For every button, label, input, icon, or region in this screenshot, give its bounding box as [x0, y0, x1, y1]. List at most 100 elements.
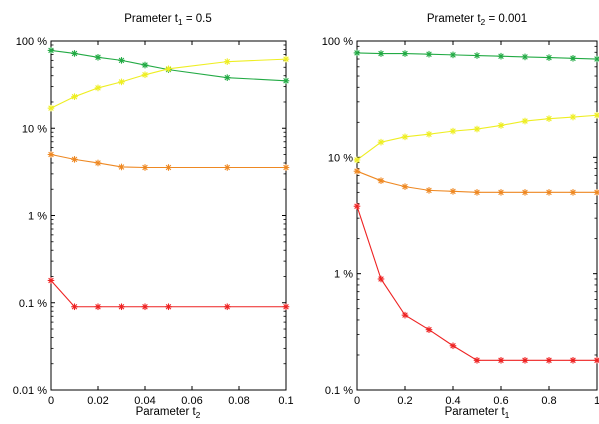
y-tick-label: 10 % [22, 123, 47, 135]
x-tick-label: 0 [48, 395, 54, 407]
data-point [353, 202, 361, 210]
data-point [141, 164, 149, 171]
data-point [353, 156, 361, 164]
data-point [425, 326, 433, 333]
data-point [377, 177, 385, 184]
x-tick-label: 0.6 [493, 395, 508, 407]
data-point [118, 163, 125, 171]
data-point [94, 303, 102, 311]
data-point [282, 55, 290, 63]
data-point [401, 133, 409, 141]
data-point [47, 151, 55, 158]
y-tick-label: 0.1 % [19, 298, 47, 310]
plot-area-right [356, 40, 598, 391]
data-point [497, 122, 505, 129]
data-point [377, 275, 385, 283]
data-point [118, 303, 125, 311]
data-point [47, 277, 55, 284]
data-point [473, 189, 481, 196]
data-point [473, 357, 481, 364]
data-point [71, 303, 78, 311]
x-tick-label: 0.06 [181, 395, 202, 407]
data-point [94, 84, 102, 92]
data-point [165, 303, 172, 311]
y-tick-label: 0.1 % [325, 385, 353, 397]
data-point [569, 113, 577, 121]
data-point [141, 61, 149, 69]
x-axis-label-left: Parameter t2 [136, 406, 201, 420]
data-point [223, 58, 231, 65]
data-point [545, 54, 553, 61]
x-tick-label: 0.04 [134, 395, 155, 407]
data-point [569, 189, 577, 196]
data-point [449, 342, 457, 350]
data-point [71, 50, 78, 57]
data-point [141, 71, 149, 79]
y-tick-label: 100 % [16, 36, 47, 48]
data-point [593, 189, 599, 196]
data-point [118, 78, 125, 86]
data-point [449, 51, 457, 59]
data-point [71, 93, 78, 100]
data-point [449, 127, 457, 135]
data-point [47, 47, 55, 54]
data-point [282, 77, 290, 85]
data-point [473, 125, 481, 133]
data-point [353, 49, 361, 57]
x-tick-label: 0.4 [445, 395, 460, 407]
data-point [521, 357, 529, 364]
data-point [223, 303, 231, 311]
data-point [94, 159, 102, 167]
data-point [497, 52, 505, 60]
x-tick-label: 1 [594, 395, 599, 407]
data-point [521, 53, 529, 61]
series-line [356, 206, 597, 361]
data-point [165, 164, 172, 171]
data-point [593, 357, 599, 364]
x-tick-label: 0.02 [87, 395, 108, 407]
data-point [521, 117, 529, 125]
data-point [165, 65, 172, 73]
data-point [425, 130, 433, 138]
data-point [569, 357, 577, 364]
data-point [377, 138, 385, 146]
y-tick-label: 0.01 % [13, 385, 47, 397]
data-point [545, 115, 553, 122]
data-point [94, 54, 102, 61]
data-point [593, 111, 599, 119]
y-tick-label: 100 % [322, 36, 353, 48]
series-line [50, 49, 287, 82]
data-point [593, 55, 599, 63]
data-point [521, 189, 529, 196]
data-point [545, 189, 553, 196]
data-point [141, 303, 149, 311]
data-point [223, 164, 231, 171]
x-tick-label: 0.08 [228, 395, 249, 407]
data-point [425, 187, 433, 194]
chart-title-left: Prameter t1 = 0.5 [124, 13, 212, 27]
x-tick-label: 0 [354, 395, 360, 407]
data-point [497, 189, 505, 196]
data-point [71, 156, 78, 163]
y-tick-label: 1 % [334, 269, 353, 281]
data-point [449, 188, 457, 195]
x-tick-label: 0.2 [397, 395, 412, 407]
data-point [425, 50, 433, 58]
series-line [50, 280, 286, 308]
chart-right-panel: Prameter t2 = 0.001 Parameter t1 0 0.2 0.4… [322, 13, 599, 420]
data-point [569, 55, 577, 62]
data-point [353, 167, 361, 175]
plot-area-left [50, 40, 287, 391]
data-point [282, 164, 290, 171]
series-line [50, 58, 287, 109]
chart-title-right: Prameter t2 = 0.001 [427, 13, 527, 27]
data-point [545, 357, 553, 364]
chart-left-panel: Prameter t1 = 0.5 Parameter t2 0 0.02 0.04… [13, 13, 294, 420]
data-point [47, 104, 55, 112]
y-tick-label: 10 % [328, 152, 353, 164]
data-point [118, 57, 125, 64]
x-tick-label: 0.8 [541, 395, 556, 407]
x-tick-label: 0.1 [278, 395, 293, 407]
data-point [497, 357, 505, 364]
